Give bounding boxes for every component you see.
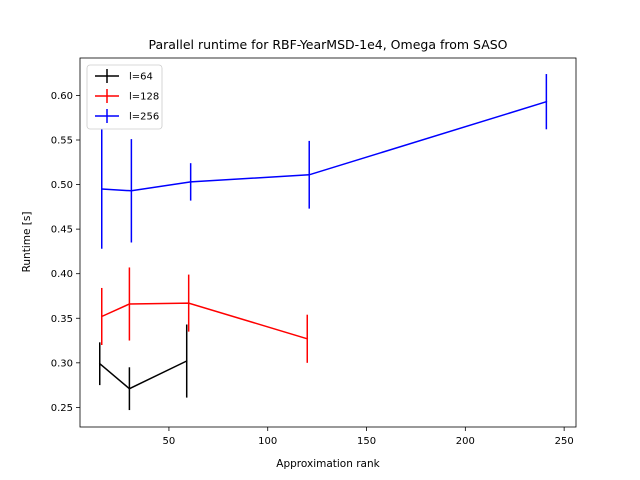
x-axis-label: Approximation rank [276,458,380,470]
y-tick-label: 0.60 [51,91,73,102]
y-tick-label: 0.25 [51,403,73,414]
data-point [546,101,548,103]
y-tick-label: 0.55 [51,136,73,147]
data-point [129,388,131,390]
y-axis-label: Runtime [s] [21,212,33,273]
chart-title: Parallel runtime for RBF-YearMSD-1e4, Om… [148,37,507,52]
y-tick-label: 0.45 [51,225,73,236]
series-1 [99,325,188,411]
y-tick-label: 0.35 [51,314,73,325]
x-tick-label: 200 [456,436,475,447]
data-point [131,190,133,192]
y-tick-label: 0.30 [51,358,73,369]
data-point [306,338,308,340]
data-point [129,303,131,305]
x-axis-ticks: 50 100 150 200 250 [163,427,574,447]
x-tick-label: 150 [357,436,376,447]
x-tick-label: 250 [555,436,574,447]
y-tick-label: 0.50 [51,180,73,191]
data-point [190,181,192,183]
series-3 [101,74,547,249]
legend: l=64 l=128 l=256 [87,65,162,129]
series-line [102,303,308,339]
y-axis-ticks: 0.25 0.30 0.35 0.40 0.45 0.50 0.55 0.60 [51,91,80,414]
series-2 [101,267,308,362]
data-point [101,188,103,190]
data-point [186,360,188,362]
data-point [188,302,190,304]
legend-label: l=256 [129,112,159,123]
data-point [101,316,103,318]
x-tick-label: 50 [163,436,176,447]
data-point [99,363,101,365]
plot-area [99,74,547,410]
legend-label: l=64 [129,72,153,83]
legend-label: l=128 [129,92,159,103]
x-tick-label: 100 [258,436,277,447]
y-tick-label: 0.40 [51,269,73,280]
data-point [308,174,310,176]
series-line [100,361,187,389]
series-line [102,102,547,191]
